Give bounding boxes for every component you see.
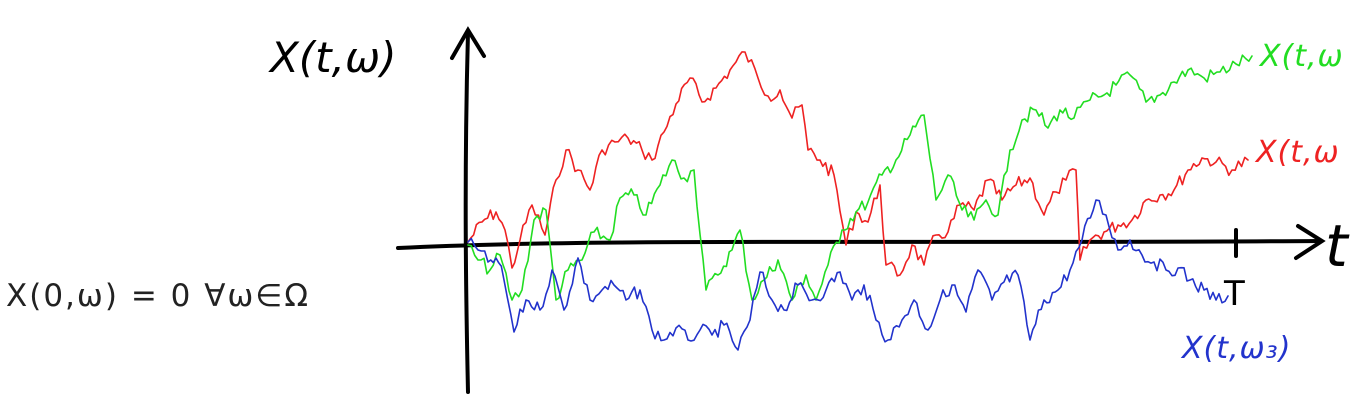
path-label-green: X(t,ω <box>1258 39 1344 74</box>
path-label-blue: X(t,ω₃) <box>1180 331 1291 366</box>
y-axis-label: X(t,ω) <box>268 33 397 82</box>
y-axis-arrowhead <box>450 26 486 60</box>
y-axis <box>463 30 470 394</box>
trajectory-red <box>467 51 1249 277</box>
initial-condition: X(0,ω) = 0 ∀ω∈Ω <box>6 278 310 314</box>
terminal-time-label: T <box>1223 274 1245 314</box>
x-axis-label: t <box>1325 212 1350 280</box>
x-axis-arrowhead <box>1294 224 1326 260</box>
x-axis <box>396 239 1322 250</box>
trajectory-blue <box>467 199 1229 351</box>
trajectory-green <box>467 54 1253 301</box>
path-label-red: X(t,ω <box>1254 135 1340 170</box>
